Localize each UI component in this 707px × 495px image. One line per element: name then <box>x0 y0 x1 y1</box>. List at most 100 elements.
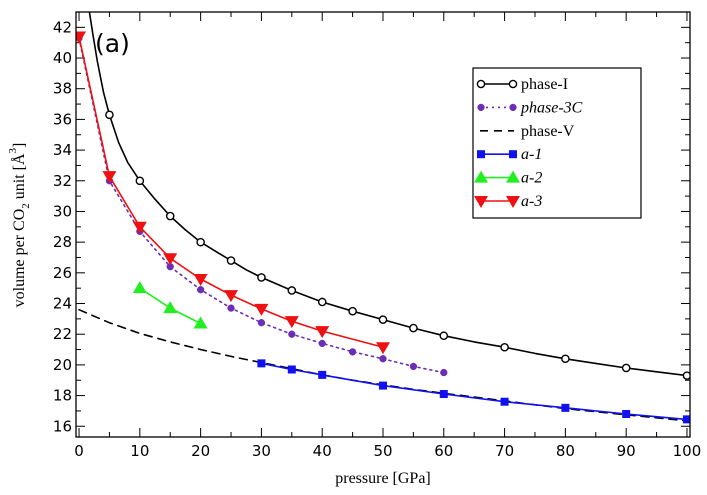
legend-label: a-1 <box>521 146 542 163</box>
y-tick-label: 32 <box>53 172 72 190</box>
y-tick-label: 24 <box>53 295 72 313</box>
x-tick-label: 0 <box>74 442 84 460</box>
data-point <box>284 316 299 329</box>
legend-swatch-marker <box>476 79 486 89</box>
legend-swatch-marker <box>477 150 485 159</box>
data-point <box>163 253 178 266</box>
y-axis-title-mid: unit [ <box>11 165 28 203</box>
data-point <box>500 342 509 352</box>
data-point <box>135 176 145 186</box>
y-axis-title-sub: 2 <box>20 203 32 209</box>
x-tick-labels: 0 10 20 30 40 50 60 70 80 90 100 <box>74 442 701 460</box>
y-tick-label: 26 <box>53 264 72 282</box>
x-axis-title: pressure [GPa] <box>335 470 431 487</box>
panel-label: (a) <box>95 29 130 58</box>
data-point <box>318 370 327 379</box>
y-axis-title-sup: 3 <box>7 147 19 153</box>
series-layer <box>76 12 690 424</box>
y-tick-label: 16 <box>53 417 72 435</box>
legend-swatch-marker <box>477 103 485 112</box>
series-a-1 <box>257 359 690 424</box>
data-point <box>196 237 205 247</box>
data-point <box>196 286 205 294</box>
data-point <box>439 390 448 399</box>
data-point <box>132 281 147 294</box>
data-point <box>224 290 239 303</box>
x-tick-label: 50 <box>373 442 392 460</box>
data-point <box>561 354 570 364</box>
y-tick-label: 22 <box>53 325 72 343</box>
y-tick-label: 42 <box>53 18 72 36</box>
x-tick-label: 90 <box>617 442 636 460</box>
x-tick-label: 100 <box>673 442 702 460</box>
data-point <box>561 403 570 412</box>
data-point <box>376 342 390 355</box>
data-point <box>102 171 117 184</box>
data-point <box>379 355 387 363</box>
y-tick-label: 36 <box>53 110 72 128</box>
y-tick-label: 34 <box>53 141 72 159</box>
data-point <box>500 397 509 406</box>
data-point <box>105 110 114 120</box>
data-point <box>348 306 357 316</box>
data-point <box>193 273 208 286</box>
x-tick-label: 20 <box>191 442 210 460</box>
legend-swatch-marker <box>509 150 517 159</box>
data-point <box>132 221 147 234</box>
y-axis-title: volume per CO2 unit [Å3] <box>7 143 32 308</box>
data-point <box>287 286 297 295</box>
y-tick-label: 40 <box>53 49 72 67</box>
x-tick-label: 30 <box>252 442 271 460</box>
data-point <box>622 409 631 418</box>
data-point <box>288 330 296 338</box>
svg-text:volume per CO2 unit [Å3]: volume per CO2 unit [Å3] <box>7 143 32 308</box>
data-point <box>226 256 236 265</box>
legend-item: a-1 <box>477 146 542 163</box>
y-tick-label: 38 <box>53 80 72 98</box>
series-a-3 <box>76 31 390 355</box>
y-axis-title-unit: Å <box>10 153 28 165</box>
legend-item: a-3 <box>474 193 542 210</box>
legend-item: a-2 <box>474 170 542 187</box>
data-point <box>348 348 357 356</box>
data-point <box>621 363 631 373</box>
data-point <box>257 359 266 368</box>
y-axis-title-pre: volume per CO <box>11 209 28 308</box>
tick-marks <box>76 11 690 437</box>
y-tick-label: 20 <box>53 356 72 374</box>
y-tick-labels: 16 18 20 22 24 26 28 30 32 34 36 38 40 42 <box>53 18 72 435</box>
data-point <box>163 301 178 314</box>
data-point <box>254 303 269 316</box>
x-tick-label: 80 <box>556 442 575 460</box>
x-tick-label: 70 <box>495 442 514 460</box>
data-point <box>257 319 266 327</box>
series-phase-i <box>88 12 690 380</box>
series-phase-v <box>78 308 688 422</box>
series-line <box>78 35 384 349</box>
data-point <box>317 297 327 307</box>
series-phase-3c <box>76 34 448 377</box>
legend-label: a-2 <box>521 170 542 187</box>
legend-label: phase-3C <box>520 99 583 116</box>
data-point <box>439 331 449 341</box>
data-point <box>315 326 330 339</box>
y-tick-label: 28 <box>53 233 72 251</box>
legend-box <box>472 67 642 219</box>
legend: phase-I phase-3C phase-V a-1 a-2 a-3 <box>472 67 642 219</box>
legend-item: phase-V <box>480 123 575 140</box>
data-point <box>227 304 235 312</box>
data-point <box>76 31 87 44</box>
data-point <box>409 323 418 333</box>
x-tick-label: 60 <box>434 442 453 460</box>
legend-swatch-marker <box>506 196 520 208</box>
legend-label: phase-I <box>521 76 568 93</box>
x-tick-label: 10 <box>130 442 149 460</box>
y-axis-title-post: ] <box>11 143 28 148</box>
series-a-2 <box>132 281 208 329</box>
series-line <box>78 308 688 422</box>
x-tick-label: 40 <box>313 442 332 460</box>
data-point <box>193 316 208 329</box>
data-point <box>257 273 266 282</box>
plot-frame <box>75 11 691 438</box>
